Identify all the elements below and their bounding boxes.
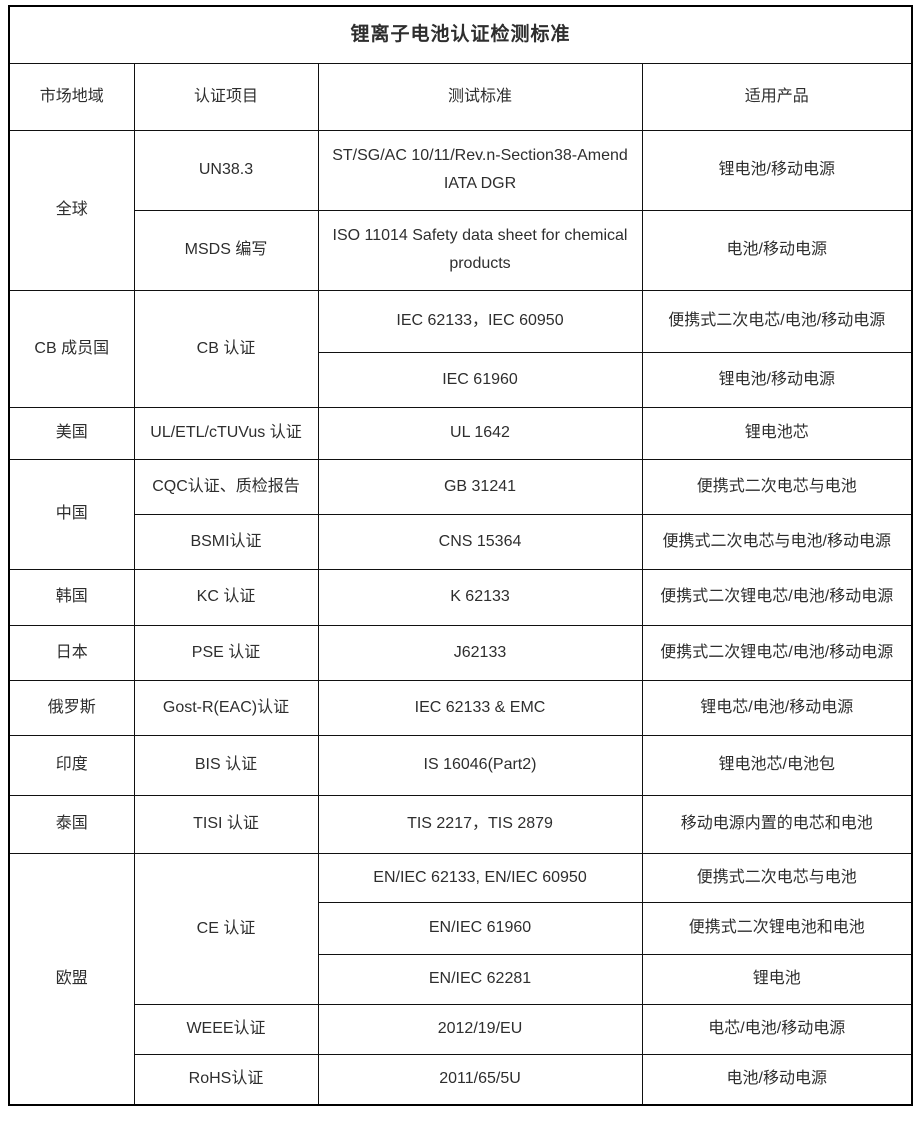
product-cell: 锂电池 bbox=[641, 953, 913, 1005]
standard-cell: 2011/65/5U bbox=[317, 1053, 643, 1106]
column-header-project: 认证项目 bbox=[133, 62, 319, 131]
header-row: 市场地域 认证项目 测试标准 适用产品 bbox=[8, 62, 913, 131]
table-row: 全球 UN38.3 ST/SG/AC 10/11/Rev.n-Section38… bbox=[8, 129, 913, 291]
table-row: RoHS认证 2011/65/5U 电池/移动电源 bbox=[9, 1053, 913, 1106]
table-row: 欧盟 CE 认证 EN/IEC 62133, EN/IEC 60950 便携式二… bbox=[8, 852, 913, 1106]
standard-cell: IEC 62133 & EMC bbox=[317, 679, 643, 736]
region-cell: 韩国 bbox=[8, 568, 135, 626]
table-row: 泰国 TISI 认证 TIS 2217，TIS 2879 移动电源内置的电芯和电… bbox=[8, 794, 913, 854]
product-cell: 便携式二次电芯/电池/移动电源 bbox=[641, 289, 913, 353]
table-row: 日本 PSE 认证 J62133 便携式二次锂电芯/电池/移动电源 bbox=[8, 624, 913, 681]
standard-line: ST/SG/AC 10/11/Rev.n-Section38-Amend bbox=[332, 147, 628, 164]
product-cell: 锂电芯/电池/移动电源 bbox=[641, 679, 913, 736]
standard-cell: J62133 bbox=[317, 624, 643, 681]
region-cell: 日本 bbox=[8, 624, 135, 681]
product-cell: 便携式二次电芯与电池 bbox=[641, 458, 913, 515]
column-header-region: 市场地域 bbox=[8, 62, 135, 131]
region-cell: 全球 bbox=[8, 129, 135, 291]
project-cell: CQC认证、质检报告 bbox=[133, 458, 319, 515]
standard-cell: ST/SG/AC 10/11/Rev.n-Section38-Amend IAT… bbox=[317, 129, 643, 211]
standard-cell: EN/IEC 62133, EN/IEC 60950 bbox=[317, 852, 643, 903]
product-cell: 便携式二次电芯与电池 bbox=[641, 852, 913, 903]
table-row: 俄罗斯 Gost-R(EAC)认证 IEC 62133 & EMC 锂电芯/电池… bbox=[8, 679, 913, 736]
product-cell: 便携式二次锂电芯/电池/移动电源 bbox=[641, 624, 913, 681]
region-cell: 俄罗斯 bbox=[8, 679, 135, 736]
standard-cell: K 62133 bbox=[317, 568, 643, 626]
project-cell: CE 认证 bbox=[133, 852, 319, 1005]
product-cell: 锂电池/移动电源 bbox=[641, 351, 913, 408]
region-cell: 中国 bbox=[8, 458, 135, 570]
certification-standards-table: 锂离子电池认证检测标准 市场地域 认证项目 测试标准 适用产品 全球 UN38.… bbox=[8, 5, 914, 1106]
standard-cell: EN/IEC 62281 bbox=[317, 953, 643, 1005]
standard-cell: UL 1642 bbox=[317, 406, 643, 460]
product-cell: 锂电池芯/电池包 bbox=[641, 734, 913, 796]
project-cell: UL/ETL/cTUVus 认证 bbox=[133, 406, 319, 460]
table-row: MSDS 编写 ISO 11014 Safety data sheet for … bbox=[9, 209, 913, 291]
project-cell: CB 认证 bbox=[133, 289, 319, 408]
project-cell: UN38.3 bbox=[133, 129, 319, 211]
standard-cell: 2012/19/EU bbox=[317, 1003, 643, 1055]
table-row: BSMI认证 CNS 15364 便携式二次电芯与电池/移动电源 bbox=[9, 513, 913, 570]
table-row: 中国 CQC认证、质检报告 GB 31241 便携式二次电芯与电池 bbox=[8, 458, 913, 570]
project-cell: TISI 认证 bbox=[133, 794, 319, 854]
column-header-product: 适用产品 bbox=[641, 62, 913, 131]
table-row: IEC 61960 锂电池/移动电源 bbox=[9, 351, 913, 408]
project-cell: WEEE认证 bbox=[133, 1003, 319, 1055]
project-cell: Gost-R(EAC)认证 bbox=[133, 679, 319, 736]
project-cell: PSE 认证 bbox=[133, 624, 319, 681]
region-cell: 欧盟 bbox=[8, 852, 135, 1106]
project-cell: KC 认证 bbox=[133, 568, 319, 626]
product-cell: 电池/移动电源 bbox=[641, 209, 913, 291]
region-cell: 印度 bbox=[8, 734, 135, 796]
table-title: 锂离子电池认证检测标准 bbox=[8, 5, 913, 64]
product-cell: 电池/移动电源 bbox=[641, 1053, 913, 1106]
region-cell: 泰国 bbox=[8, 794, 135, 854]
standard-cell: IEC 62133，IEC 60950 bbox=[317, 289, 643, 353]
standard-line: IATA DGR bbox=[443, 175, 517, 192]
standard-cell: TIS 2217，TIS 2879 bbox=[317, 794, 643, 854]
standard-cell: GB 31241 bbox=[317, 458, 643, 515]
table-row: WEEE认证 2012/19/EU 电芯/电池/移动电源 bbox=[9, 1003, 913, 1055]
table-row: 印度 BIS 认证 IS 16046(Part2) 锂电池芯/电池包 bbox=[8, 734, 913, 796]
project-cell: RoHS认证 bbox=[133, 1053, 319, 1106]
standard-cell: EN/IEC 61960 bbox=[317, 901, 643, 955]
table-row: EN/IEC 62281 锂电池 bbox=[9, 953, 913, 1005]
table-row: CB 成员国 CB 认证 IEC 62133，IEC 60950 便携式二次电芯… bbox=[8, 289, 913, 408]
region-cell: 美国 bbox=[8, 406, 135, 460]
table-row: 韩国 KC 认证 K 62133 便携式二次锂电芯/电池/移动电源 bbox=[8, 568, 913, 626]
standard-cell: IEC 61960 bbox=[317, 351, 643, 408]
product-cell: 便携式二次锂电芯/电池/移动电源 bbox=[641, 568, 913, 626]
project-cell: MSDS 编写 bbox=[133, 209, 319, 291]
standard-line: products bbox=[449, 255, 511, 272]
table-row: EN/IEC 61960 便携式二次锂电池和电池 bbox=[9, 901, 913, 955]
standard-line: ISO 11014 Safety data sheet for chemical bbox=[332, 227, 628, 244]
product-cell: 移动电源内置的电芯和电池 bbox=[641, 794, 913, 854]
product-cell: 便携式二次锂电池和电池 bbox=[641, 901, 913, 955]
standard-cell: CNS 15364 bbox=[317, 513, 643, 570]
title-row: 锂离子电池认证检测标准 bbox=[8, 5, 913, 64]
column-header-standard: 测试标准 bbox=[317, 62, 643, 131]
product-cell: 锂电池/移动电源 bbox=[641, 129, 913, 211]
product-cell: 便携式二次电芯与电池/移动电源 bbox=[641, 513, 913, 570]
standard-cell: ISO 11014 Safety data sheet for chemical… bbox=[317, 209, 643, 291]
product-cell: 锂电池芯 bbox=[641, 406, 913, 460]
standard-cell: IS 16046(Part2) bbox=[317, 734, 643, 796]
table-row: 美国 UL/ETL/cTUVus 认证 UL 1642 锂电池芯 bbox=[8, 406, 913, 460]
region-cell: CB 成员国 bbox=[8, 289, 135, 408]
product-cell: 电芯/电池/移动电源 bbox=[641, 1003, 913, 1055]
project-cell: BIS 认证 bbox=[133, 734, 319, 796]
project-cell: BSMI认证 bbox=[133, 513, 319, 570]
